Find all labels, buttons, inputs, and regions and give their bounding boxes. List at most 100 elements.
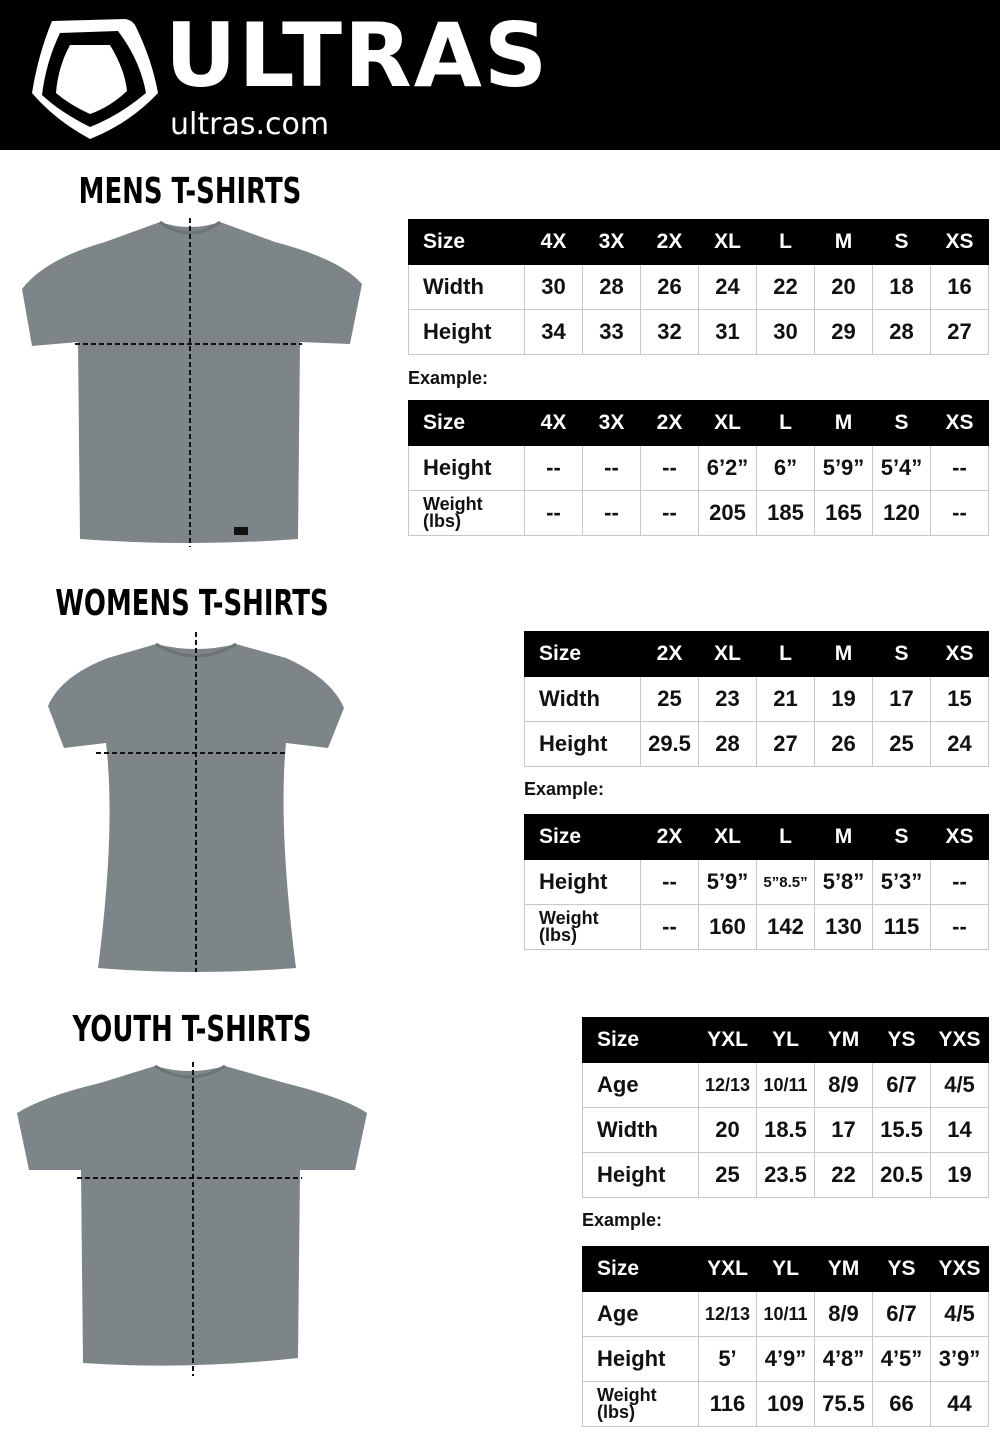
table-cell: 115 xyxy=(872,904,931,950)
womens-size-table: Size 2X XL L M S XS Width 25 23 21 19 17 15 Height 29.5… xyxy=(524,631,989,767)
row-label: Width xyxy=(524,676,641,722)
table-cell: 26 xyxy=(814,721,873,767)
table-cell: 19 xyxy=(930,1152,989,1198)
table-cell: 8/9 xyxy=(814,1291,873,1337)
table-row: Width 20 18.5 17 15.5 14 xyxy=(582,1107,989,1153)
column-header: Size xyxy=(408,400,525,446)
table-cell: -- xyxy=(582,490,641,536)
row-label: Age xyxy=(582,1291,699,1337)
column-header: XL xyxy=(698,219,757,265)
table-cell: 25 xyxy=(872,721,931,767)
column-header: 2X xyxy=(640,219,699,265)
table-cell: 5’ xyxy=(698,1336,757,1382)
table-row: Height 34 33 32 31 30 29 28 27 xyxy=(408,309,989,355)
table-cell: 20.5 xyxy=(872,1152,931,1198)
row-label-text: Weight (lbs) xyxy=(597,1385,657,1422)
header-banner: ULTRAS ultras.com xyxy=(0,0,1000,150)
table-cell: 27 xyxy=(756,721,815,767)
column-header: 2X xyxy=(640,631,699,677)
column-header: YXL xyxy=(698,1246,757,1292)
youth-tshirt-diagram xyxy=(17,1062,367,1376)
table-cell: 5’8” xyxy=(814,859,873,905)
table-cell: 3’9” xyxy=(930,1336,989,1382)
column-header: YL xyxy=(756,1246,815,1292)
table-cell: 18.5 xyxy=(756,1107,815,1153)
table-cell: 165 xyxy=(814,490,873,536)
row-label-text: Weight (lbs) xyxy=(423,494,483,531)
row-label-text: Weight (lbs) xyxy=(539,908,599,945)
table-cell: 29.5 xyxy=(640,721,699,767)
table-cell: 30 xyxy=(756,309,815,355)
table-cell: 5’3” xyxy=(872,859,931,905)
table-cell: -- xyxy=(640,904,699,950)
table-cell: 32 xyxy=(640,309,699,355)
table-cell: 142 xyxy=(756,904,815,950)
table-cell: 21 xyxy=(756,676,815,722)
table-cell: -- xyxy=(930,445,989,491)
section-title-mens: MENS T-SHIRTS xyxy=(78,171,302,212)
column-header: M xyxy=(814,400,873,446)
youth-size-table: Size YXL YL YM YS YXS Age 12/13 10/11 8/9 6/7 4/5 Wi… xyxy=(582,1017,989,1198)
table-cell: 8/9 xyxy=(814,1062,873,1108)
mens-tshirt-diagram xyxy=(22,218,362,547)
table-cell: 6/7 xyxy=(872,1291,931,1337)
table-row: Width 30 28 26 24 22 20 18 16 xyxy=(408,264,989,310)
table-cell: 15 xyxy=(930,676,989,722)
table-row: Height -- -- -- 6’2” 6” 5’9” 5’4” -- xyxy=(408,445,989,491)
row-label: Height xyxy=(408,309,525,355)
table-cell: 15.5 xyxy=(872,1107,931,1153)
table-cell: 44 xyxy=(930,1381,989,1427)
table-cell: -- xyxy=(930,859,989,905)
table-cell: 12/13 xyxy=(698,1062,757,1108)
table-cell: 23.5 xyxy=(756,1152,815,1198)
mens-example-table: Size 4X 3X 2X XL L M S XS Height -- -- -- 6’2” 6” 5’9” 5… xyxy=(408,400,989,536)
column-header: XS xyxy=(930,814,989,860)
column-header: YXL xyxy=(698,1017,757,1063)
table-cell: 19 xyxy=(814,676,873,722)
table-cell: 109 xyxy=(756,1381,815,1427)
table-cell: 5”8.5” xyxy=(756,859,815,905)
table-cell: 34 xyxy=(524,309,583,355)
table-header-row: Size YXL YL YM YS YXS xyxy=(582,1017,989,1063)
table-cell: 29 xyxy=(814,309,873,355)
table-cell: -- xyxy=(930,904,989,950)
table-cell: 10/11 xyxy=(756,1062,815,1108)
table-cell: -- xyxy=(524,445,583,491)
column-header: XL xyxy=(698,814,757,860)
table-row: Height -- 5’9” 5”8.5” 5’8” 5’3” -- xyxy=(524,859,989,905)
table-cell: 130 xyxy=(814,904,873,950)
table-header-row: Size 2X XL L M S XS xyxy=(524,814,989,860)
table-cell: 28 xyxy=(582,264,641,310)
table-row: Width 25 23 21 19 17 15 xyxy=(524,676,989,722)
table-cell: 185 xyxy=(756,490,815,536)
column-header: Size xyxy=(582,1246,699,1292)
table-cell: 28 xyxy=(872,309,931,355)
row-label: Height xyxy=(408,445,525,491)
table-header-row: Size 4X 3X 2X XL L M S XS xyxy=(408,219,989,265)
mens-example-label: Example: xyxy=(408,368,489,388)
table-cell: 17 xyxy=(872,676,931,722)
youth-example-label: Example: xyxy=(582,1210,663,1230)
table-cell: 25 xyxy=(640,676,699,722)
column-header: M xyxy=(814,631,873,677)
table-cell: 12/13 xyxy=(698,1291,757,1337)
table-cell: 5’9” xyxy=(698,859,757,905)
column-header: Size xyxy=(524,814,641,860)
table-cell: 4’9” xyxy=(756,1336,815,1382)
table-cell: 28 xyxy=(698,721,757,767)
row-label: Weight (lbs) xyxy=(582,1381,699,1427)
table-cell: 5’9” xyxy=(814,445,873,491)
column-header: L xyxy=(756,219,815,265)
table-cell: 22 xyxy=(756,264,815,310)
table-cell: 26 xyxy=(640,264,699,310)
table-cell: 14 xyxy=(930,1107,989,1153)
table-row: Weight (lbs) -- -- -- 205 185 165 120 -- xyxy=(408,490,989,536)
column-header: 4X xyxy=(524,219,583,265)
table-cell: 205 xyxy=(698,490,757,536)
row-label: Width xyxy=(408,264,525,310)
row-label: Age xyxy=(582,1062,699,1108)
row-label: Height xyxy=(524,859,641,905)
column-header: S xyxy=(872,631,931,677)
row-label: Height xyxy=(582,1152,699,1198)
table-cell: -- xyxy=(930,490,989,536)
